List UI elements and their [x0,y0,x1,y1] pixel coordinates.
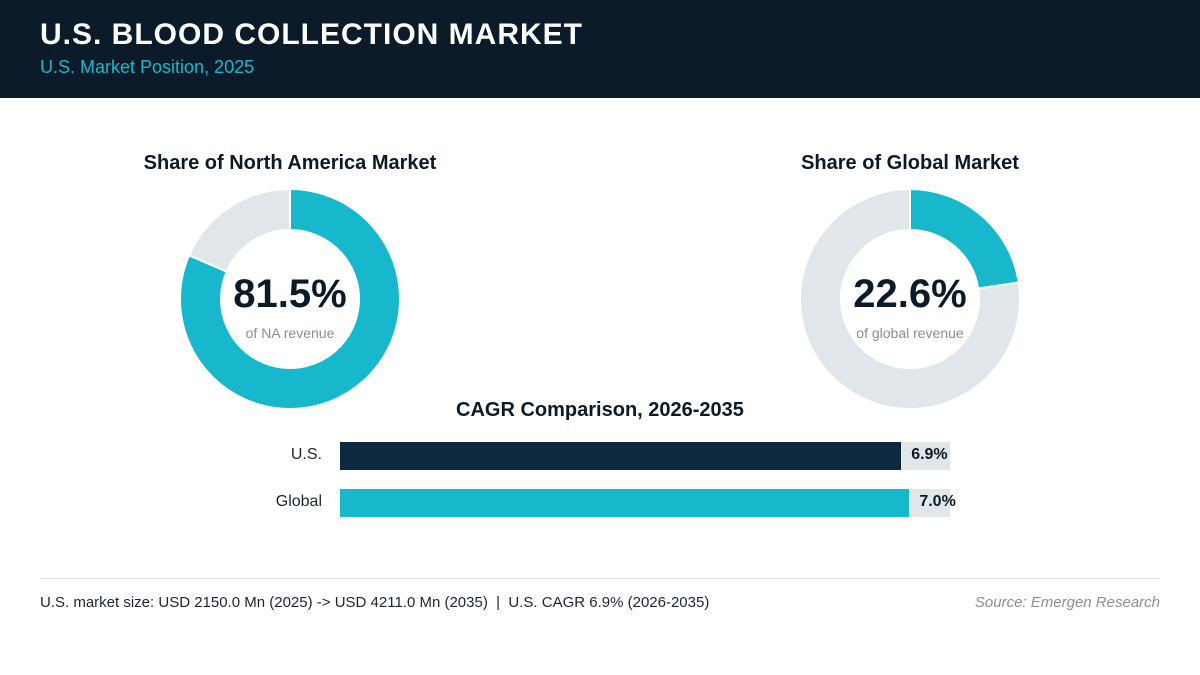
footer-note: U.S. market size: USD 2150.0 Mn (2025) -… [40,594,710,611]
global-donut-svg [799,187,1021,410]
global-donut-caption: of global revenue [856,325,964,341]
cagr-bar-label: Global [275,493,322,510]
cagr-bar [340,489,910,517]
na-donut-svg [179,187,401,410]
global-donut-title: Share of Global Market [801,152,1019,174]
cagr-bar-row-global: Global 7.0% [0,489,1200,517]
global-donut-slice-rest [799,187,1021,410]
cagr-chart-title: CAGR Comparison, 2026-2035 [456,399,744,421]
cagr-bar-value: 6.9% [911,446,948,463]
cagr-bar-track: 6.9% [340,442,950,470]
na-donut-chart: 81.5% of NA revenue [175,184,405,414]
footer-source: Source: Emergen Research [974,594,1160,611]
cagr-bar-track: 7.0% [340,489,956,517]
global-donut-chart: 22.6% of global revenue [795,184,1025,414]
cagr-bar-row-us: U.S. 6.9% [0,442,1200,470]
na-donut-title: Share of North America Market [143,152,437,174]
global-donut-value: 22.6% [853,272,967,316]
cagr-bar-value: 7.0% [919,493,956,510]
header-banner: U.S. BLOOD COLLECTION MARKET U.S. Market… [0,0,1200,98]
na-donut-value: 81.5% [233,272,347,316]
page-subtitle: U.S. Market Position, 2025 [40,57,255,77]
footer-divider [40,578,1160,579]
cagr-bar [340,442,902,470]
page-title: U.S. BLOOD COLLECTION MARKET [40,18,583,51]
cagr-bar-label: U.S. [290,446,322,463]
na-donut-caption: of NA revenue [245,325,335,341]
na-donut-slice-u-s [179,187,401,410]
na-donut-slice-rest [187,187,291,273]
